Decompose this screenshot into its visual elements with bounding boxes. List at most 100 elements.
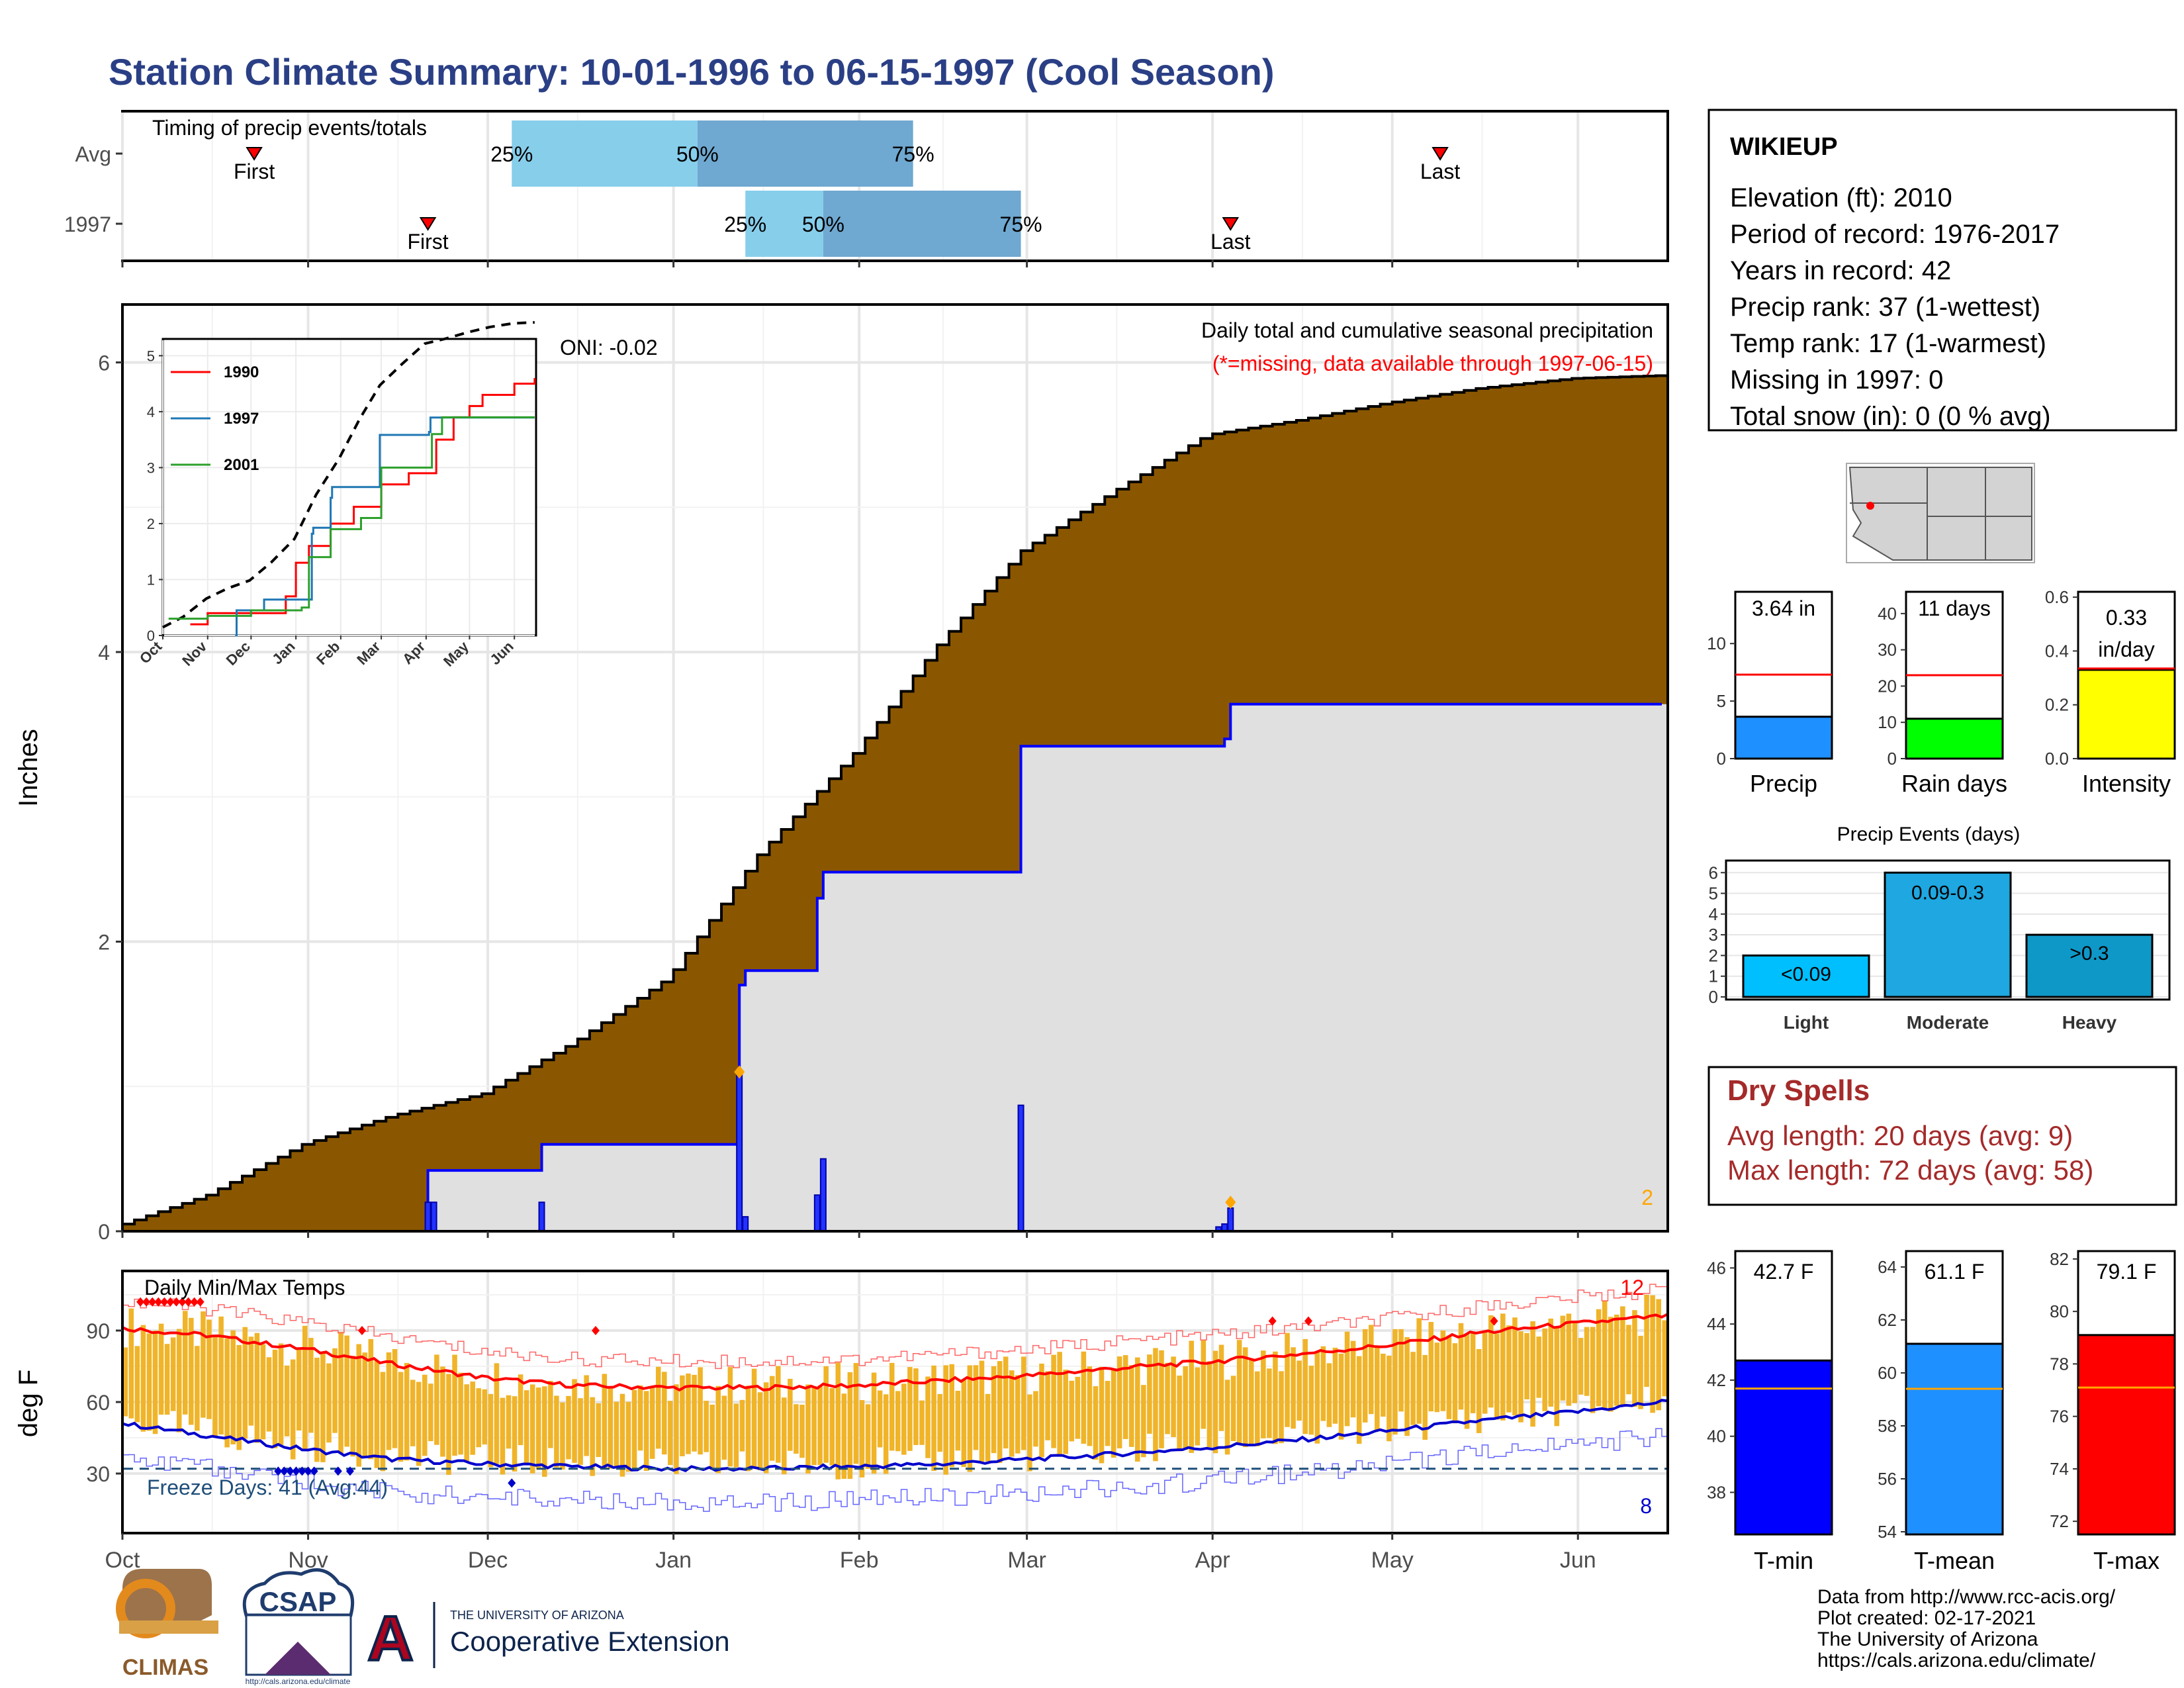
temp-day-bar bbox=[709, 1404, 715, 1470]
station-detail-line: Missing in 1997: 0 bbox=[1730, 365, 1943, 395]
temp-day-bar bbox=[1464, 1333, 1470, 1429]
temp-day-bar bbox=[643, 1391, 649, 1472]
inset-legend: 1990 1997 2001 bbox=[171, 363, 259, 474]
quartile-bar-high bbox=[823, 191, 1021, 257]
temp-day-bar bbox=[470, 1382, 475, 1455]
temp-day-bar bbox=[1015, 1375, 1021, 1454]
temp-day-bar bbox=[811, 1386, 817, 1466]
daily-precip-bar bbox=[819, 1158, 827, 1232]
temp-day-bar bbox=[1248, 1358, 1254, 1446]
temp-day-bar bbox=[1189, 1340, 1195, 1453]
temp-day-bar bbox=[290, 1359, 296, 1460]
temp-day-bar bbox=[1261, 1350, 1266, 1438]
temp-day-bar bbox=[788, 1378, 793, 1451]
inset-ytick-label: 5 bbox=[147, 348, 155, 364]
temp-day-bar bbox=[655, 1366, 661, 1449]
temp-day-bar bbox=[1458, 1323, 1464, 1410]
temp-day-bar bbox=[529, 1384, 535, 1474]
mini-ytick-label: 30 bbox=[1878, 640, 1897, 660]
month-label-Dec: Dec bbox=[468, 1548, 508, 1573]
temp-day-bar bbox=[410, 1380, 416, 1446]
temp-day-bar bbox=[122, 1347, 128, 1417]
temp-day-bar bbox=[1650, 1295, 1655, 1413]
temp-day-bar bbox=[1524, 1333, 1529, 1399]
record-high-marker bbox=[172, 1297, 181, 1307]
mini-ytick-label: 0.0 bbox=[2045, 749, 2069, 769]
inset-series-2001 bbox=[168, 416, 535, 620]
temp-day-bar bbox=[1057, 1352, 1062, 1456]
temp-day-bar bbox=[889, 1362, 895, 1451]
daily-precip-bar bbox=[813, 1194, 821, 1232]
station-detail-line: Temp rank: 17 (1-warmest) bbox=[1730, 329, 2046, 358]
temp-day-bar bbox=[1428, 1322, 1434, 1412]
temp-day-bar bbox=[1338, 1353, 1344, 1440]
mini-ytick-label: 40 bbox=[1878, 604, 1897, 624]
event-bar-heavy bbox=[2025, 933, 2154, 998]
station-info-box: WIKIEUP Elevation (ft): 2010 Period of re… bbox=[1707, 109, 2177, 432]
mini-ytick-label: 5 bbox=[1717, 691, 1726, 711]
mini-name-label: Rain days bbox=[1901, 770, 2007, 797]
event-category-label: Heavy bbox=[2062, 1012, 2117, 1033]
daily-precip-bar bbox=[1227, 1207, 1234, 1232]
tmini-ytick-label: 40 bbox=[1707, 1427, 1726, 1446]
temp-day-bar bbox=[284, 1365, 290, 1436]
temp-day-bar bbox=[1572, 1322, 1578, 1403]
mini-value-label: 3.64 in bbox=[1752, 596, 1815, 620]
temp-day-bar bbox=[1350, 1340, 1356, 1418]
record-high-marker bbox=[1304, 1316, 1312, 1326]
timing-grid bbox=[121, 113, 1580, 259]
inset-ytick-label: 4 bbox=[147, 404, 155, 420]
temp-day-bar bbox=[1416, 1318, 1422, 1424]
legend-label-1997: 1997 bbox=[224, 410, 259, 428]
temp-day-bar bbox=[637, 1385, 643, 1451]
temp-day-bar bbox=[1033, 1391, 1038, 1447]
precip-ytick-label: 0 bbox=[98, 1220, 110, 1244]
record-high-marker bbox=[358, 1326, 367, 1335]
temp-day-bar bbox=[625, 1401, 631, 1472]
temp-day-bar bbox=[1356, 1356, 1362, 1444]
temp-day-bar bbox=[668, 1401, 673, 1466]
tmini-name-label: T-mean bbox=[1914, 1547, 1995, 1574]
temp-day-bar bbox=[1375, 1347, 1380, 1431]
temp-day-bar bbox=[1602, 1300, 1608, 1409]
first-event-label: First bbox=[234, 160, 275, 183]
legend-label-1990: 1990 bbox=[224, 363, 259, 381]
temp-day-bar bbox=[518, 1374, 523, 1446]
temp-day-bar bbox=[428, 1383, 433, 1442]
temp-day-bar bbox=[1506, 1325, 1512, 1413]
temp-day-bar bbox=[739, 1399, 745, 1452]
temp-day-bar bbox=[1177, 1376, 1182, 1452]
temp-day-bar bbox=[757, 1392, 763, 1471]
temp-day-bar bbox=[967, 1365, 973, 1472]
tmini-value-label: 42.7 F bbox=[1754, 1260, 1814, 1284]
temp-day-bar bbox=[751, 1368, 757, 1467]
temp-day-bar bbox=[386, 1352, 392, 1450]
temp-day-bar bbox=[560, 1402, 565, 1470]
temp-day-bar bbox=[195, 1346, 200, 1431]
temp-day-bar bbox=[865, 1404, 871, 1469]
month-label-Oct: Oct bbox=[105, 1548, 140, 1573]
temp-day-bar bbox=[1387, 1355, 1392, 1442]
record-high-marker bbox=[142, 1297, 151, 1307]
tmini-t-max: 79.1 F 72 74 76 78 80 82 T-max bbox=[2050, 1249, 2176, 1574]
record-low-marker bbox=[292, 1466, 300, 1476]
precip-y-axis: 0 2 4 6 bbox=[98, 352, 122, 1244]
temp-day-bar bbox=[805, 1384, 811, 1474]
ua-logo: A THE UNIVERSITY OF ARIZONA Cooperative … bbox=[366, 1602, 730, 1675]
temp-day-bar bbox=[602, 1374, 608, 1469]
temp-day-bar bbox=[1644, 1294, 1649, 1387]
inset-ytick-label: 2 bbox=[147, 516, 155, 532]
csap-text: CSAP bbox=[259, 1586, 337, 1617]
temp-day-bar bbox=[1590, 1327, 1596, 1413]
event-bar-label: 0.09-0.3 bbox=[1911, 882, 1984, 904]
temp-day-bar bbox=[698, 1367, 703, 1455]
tmini-ytick-label: 78 bbox=[2050, 1354, 2069, 1374]
event-category-label: Light bbox=[1784, 1012, 1829, 1033]
month-label-Apr: Apr bbox=[1195, 1548, 1230, 1573]
q75-label: 75% bbox=[892, 142, 934, 166]
tmini-ytick-label: 62 bbox=[1878, 1310, 1897, 1330]
temp-day-bar bbox=[1476, 1348, 1482, 1433]
mini-value-bar bbox=[2077, 669, 2176, 760]
temp-day-bar bbox=[1212, 1350, 1218, 1454]
tmini-ytick-label: 38 bbox=[1707, 1482, 1726, 1502]
